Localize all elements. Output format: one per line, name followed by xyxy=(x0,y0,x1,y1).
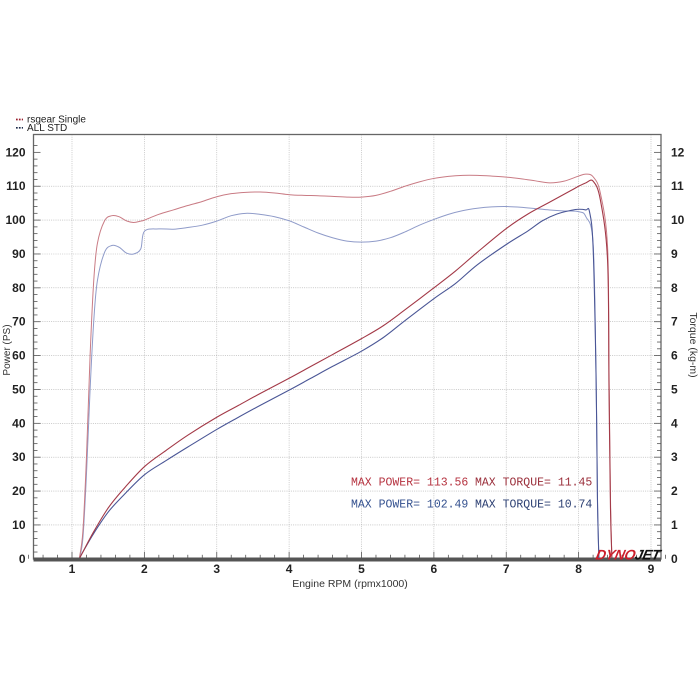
svg-text:MAX TORQUE= 10.74: MAX TORQUE= 10.74 xyxy=(475,499,592,512)
svg-text:MAX POWER= 102.49: MAX POWER= 102.49 xyxy=(351,499,468,512)
svg-text:Torque (kg-m): Torque (kg-m) xyxy=(687,312,699,377)
svg-text:MAX POWER= 113.56: MAX POWER= 113.56 xyxy=(351,477,468,490)
svg-text:3: 3 xyxy=(671,450,678,464)
svg-text:5: 5 xyxy=(358,562,365,576)
svg-text:0: 0 xyxy=(19,552,26,566)
svg-text:2: 2 xyxy=(141,562,148,576)
svg-text:30: 30 xyxy=(12,450,26,464)
svg-text:9: 9 xyxy=(671,247,678,261)
svg-text:70: 70 xyxy=(12,315,26,329)
svg-text:8: 8 xyxy=(671,281,678,295)
svg-text:20: 20 xyxy=(12,484,26,498)
svg-text:50: 50 xyxy=(12,382,26,396)
svg-text:12: 12 xyxy=(671,145,685,159)
svg-text:11: 11 xyxy=(671,179,684,193)
svg-text:5: 5 xyxy=(671,382,678,396)
svg-text:DYNOJET: DYNOJET xyxy=(594,547,663,563)
svg-text:3: 3 xyxy=(213,562,220,576)
svg-text:8: 8 xyxy=(575,562,582,576)
svg-text:4: 4 xyxy=(671,416,678,430)
svg-text:120: 120 xyxy=(5,145,25,159)
svg-text:Power (PS): Power (PS) xyxy=(2,324,13,375)
svg-text:MAX TORQUE= 11.45: MAX TORQUE= 11.45 xyxy=(475,477,592,490)
svg-text:Engine RPM (rpmx1000): Engine RPM (rpmx1000) xyxy=(292,578,408,590)
svg-text:7: 7 xyxy=(671,315,678,329)
svg-text:60: 60 xyxy=(12,349,26,363)
svg-text:ALL STD: ALL STD xyxy=(27,123,67,134)
svg-text:110: 110 xyxy=(6,179,26,193)
svg-text:1: 1 xyxy=(69,562,76,576)
svg-text:10: 10 xyxy=(671,213,685,227)
svg-text:9: 9 xyxy=(648,562,655,576)
svg-text:6: 6 xyxy=(671,349,678,363)
svg-text:40: 40 xyxy=(12,416,26,430)
svg-text:90: 90 xyxy=(12,247,26,261)
svg-text:1: 1 xyxy=(671,518,678,532)
svg-text:10: 10 xyxy=(12,518,26,532)
svg-text:0: 0 xyxy=(671,552,678,566)
svg-text:2: 2 xyxy=(671,484,678,498)
svg-text:100: 100 xyxy=(5,213,25,227)
svg-text:4: 4 xyxy=(286,562,293,576)
svg-text:80: 80 xyxy=(12,281,26,295)
svg-text:7: 7 xyxy=(503,562,510,576)
svg-text:6: 6 xyxy=(431,562,438,576)
